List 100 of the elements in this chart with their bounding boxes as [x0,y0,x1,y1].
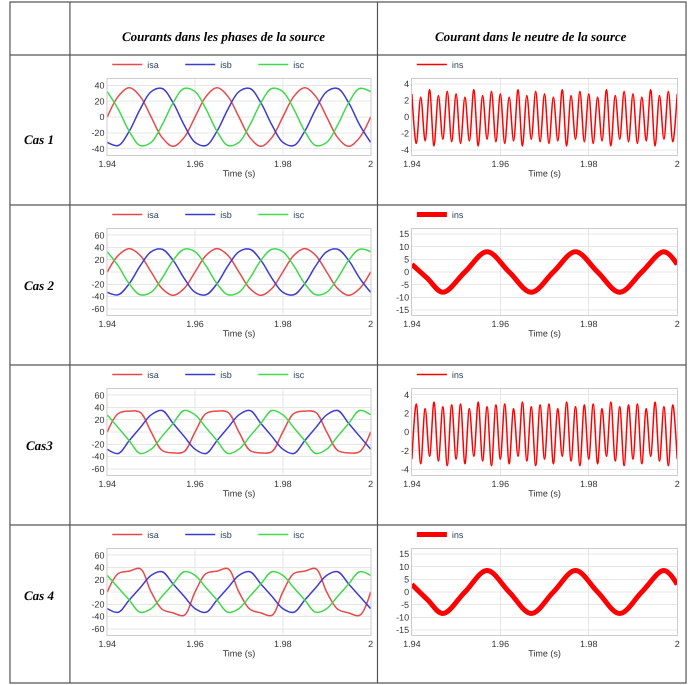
y-tick-label: 60 [94,390,104,400]
y-tick-label: -4 [401,464,410,475]
legend-label: isa [147,370,159,380]
legend-label: ins [452,210,464,220]
y-tick-label: 5 [404,574,410,584]
y-tick-label: 20 [94,574,104,585]
y-tick-label: 15 [399,229,410,240]
y-tick-label: -40 [91,144,104,154]
x-tick-label: 1.98 [580,318,598,329]
x-tick-label: 1.96 [492,318,510,329]
y-tick-label: 4 [404,79,410,90]
y-tick-label: 40 [94,80,104,90]
y-tick-label: -4 [401,145,410,156]
y-tick-label: 20 [94,254,104,265]
legend-label: isb [220,370,232,380]
x-tick-label: 1.98 [580,158,598,169]
x-axis-title: Time (s) [528,328,561,339]
text: Cas 4 [24,588,54,603]
x-tick-label: 1.96 [492,638,510,649]
x-tick-label: 1.98 [580,478,598,489]
y-tick-label: 0 [404,427,410,438]
x-tick-label: 1.94 [403,158,421,169]
x-tick-label: 1.96 [492,478,510,489]
y-tick-label: 5 [404,254,410,264]
y-tick-label: -60 [91,464,104,474]
x-tick-label: 1.94 [403,478,421,489]
y-tick-label: 10 [399,562,410,572]
y-tick-label: -40 [91,292,104,302]
x-tick-label: 1.94 [98,158,116,169]
legend-label: isb [220,210,232,220]
y-tick-label: 60 [94,550,104,560]
y-tick-label: 15 [399,549,410,560]
legend-label: isa [147,210,159,220]
x-tick-label: 2 [674,478,680,489]
x-tick-label: 1.96 [492,158,510,169]
y-tick-label: 0 [404,112,410,122]
x-axis-title: Time (s) [222,488,256,499]
legend-label: ins [452,370,464,380]
y-tick-label: 0 [404,587,410,598]
x-tick-label: 1.98 [274,158,292,169]
legend-label: isa [147,530,159,540]
x-tick-label: 2 [368,158,374,169]
x-axis-title: Time (s) [222,328,256,339]
y-tick-label: 0 [99,267,104,278]
x-tick-label: 1.94 [98,638,116,649]
chart-title: Courant dans le neutre de la source [435,29,627,44]
y-tick-label: -60 [91,304,104,314]
line-series [412,88,678,147]
y-tick-label: 2 [404,96,410,106]
x-tick-label: 2 [674,318,680,329]
x-tick-label: 1.94 [403,638,421,649]
x-tick-label: 1.98 [274,478,292,489]
x-tick-label: 1.96 [186,638,204,649]
x-tick-label: 2 [674,158,680,169]
y-tick-label: 40 [94,242,104,253]
y-tick-label: -2 [401,446,410,456]
y-tick-label: -2 [401,128,410,139]
y-tick-label: -20 [91,599,104,610]
x-tick-label: 2 [368,318,374,329]
y-tick-label: 20 [94,414,104,425]
x-axis-title: Time (s) [222,168,256,179]
line-series [412,401,678,466]
y-tick-label: 0 [404,267,410,278]
y-tick-label: -20 [91,279,104,290]
text: Cas3 [26,438,54,453]
legend-label: isb [220,530,232,540]
y-tick-label: -60 [91,624,104,634]
y-tick-label: 0 [99,427,104,438]
y-tick-label: 2 [404,408,410,418]
y-tick-label: -40 [91,612,104,622]
x-tick-label: 2 [368,478,374,489]
x-axis-title: Time (s) [528,648,561,659]
y-tick-label: -40 [91,452,104,462]
x-tick-label: 1.94 [403,318,421,329]
y-tick-label: -5 [401,600,410,610]
chart-title: Courants dans les phases de la source [122,29,326,44]
x-tick-label: 1.94 [98,478,116,489]
line-series [107,86,371,148]
y-tick-label: 10 [399,242,410,252]
x-axis-title: Time (s) [528,488,561,499]
legend-label: ins [452,60,464,70]
text: Cas 2 [24,278,54,293]
y-tick-label: -20 [91,128,104,138]
legend-label: isc [293,210,305,220]
x-tick-label: 2 [674,638,680,649]
x-tick-label: 1.98 [274,318,292,329]
y-tick-label: 20 [94,96,104,106]
y-tick-label: 0 [99,112,104,122]
x-tick-label: 1.98 [274,638,292,649]
y-tick-label: 4 [404,390,410,400]
y-tick-label: -15 [396,625,410,636]
text: Cas 1 [24,132,54,147]
x-tick-label: 1.94 [98,318,116,329]
y-tick-label: -10 [396,612,410,622]
x-tick-label: 2 [368,638,374,649]
x-tick-label: 1.96 [186,318,204,329]
x-axis-title: Time (s) [222,648,256,659]
legend-label: isc [293,60,305,70]
y-tick-label: 40 [94,402,104,413]
y-tick-label: -15 [396,305,410,316]
